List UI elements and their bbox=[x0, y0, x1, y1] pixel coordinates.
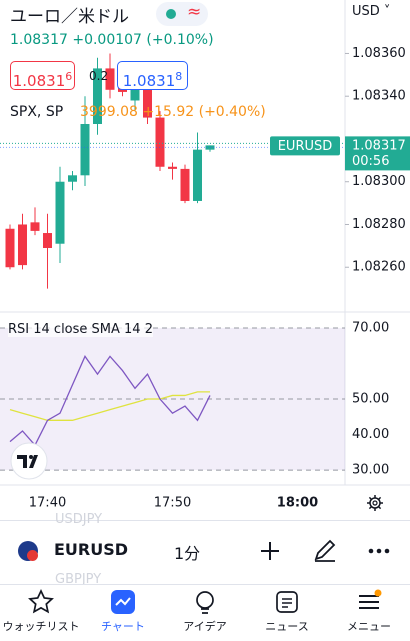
rsi-legend: RSI 14 close SMA 14 2 bbox=[8, 322, 153, 337]
chart: 1.08360 1.08340 1.08300 1.08280 1.08260 17:40… bbox=[0, 0, 410, 511]
y-tick-label: 40.00 bbox=[352, 427, 389, 442]
nav-label: チャート bbox=[101, 620, 145, 633]
add-icon[interactable] bbox=[259, 540, 281, 562]
tv-logo bbox=[10, 442, 48, 480]
candle-body bbox=[43, 233, 52, 248]
candle-body bbox=[155, 117, 165, 167]
spread: 0.2 bbox=[89, 69, 109, 83]
delay-icon: ≈ bbox=[187, 2, 202, 22]
symbol-tag bbox=[270, 136, 340, 156]
ask-pip: 8 bbox=[175, 70, 183, 83]
nav-news[interactable]: ニュース bbox=[246, 585, 328, 640]
candle-body bbox=[93, 68, 102, 124]
candle-body bbox=[5, 228, 15, 268]
y-tick-label: 70.00 bbox=[352, 320, 389, 335]
nav-label: アイデア bbox=[183, 620, 227, 633]
settings-icon[interactable] bbox=[367, 495, 383, 511]
candle-body bbox=[130, 87, 140, 101]
nav-menu[interactable]: メニュー bbox=[328, 585, 410, 640]
countdown: 00:56 bbox=[352, 154, 389, 169]
symbol-title[interactable]: ユーロ／米ドル bbox=[10, 7, 129, 27]
candle-body bbox=[80, 124, 90, 176]
price-pane bbox=[0, 53, 345, 289]
bid-pip: 6 bbox=[65, 70, 73, 83]
rsi-pane bbox=[0, 327, 345, 471]
candle-body bbox=[180, 168, 190, 201]
more-icon[interactable] bbox=[367, 545, 391, 557]
toolbar-symbol[interactable]: EURUSD bbox=[54, 540, 129, 559]
nav-label: ニュース bbox=[265, 620, 309, 633]
bid: 1.0831 bbox=[12, 72, 66, 90]
compare-quote: 3999.08 +15.92 (+0.40%) bbox=[80, 104, 266, 120]
y-tick-label: 1.08260 bbox=[352, 260, 406, 275]
next-symbol[interactable]: GBPJPY bbox=[55, 572, 102, 587]
y-tick-label: 30.00 bbox=[352, 463, 389, 478]
candle-body bbox=[30, 222, 40, 231]
x-tick-label: 17:50 bbox=[154, 496, 191, 511]
price-tag bbox=[345, 136, 410, 171]
nav-chart[interactable]: チャート bbox=[82, 585, 164, 640]
y-tick-label: 1.08340 bbox=[352, 89, 406, 104]
symbol-tag-label: EURUSD bbox=[278, 139, 333, 154]
toolbar bbox=[0, 520, 410, 585]
bid-box[interactable]: 1.08316 bbox=[10, 61, 75, 90]
last-quote: 1.08317 +0.00107 (+0.10%) bbox=[10, 32, 214, 48]
candle-body bbox=[18, 224, 27, 266]
flag-icon bbox=[18, 541, 38, 561]
interval[interactable]: 1分 bbox=[174, 544, 201, 563]
candle-body bbox=[193, 149, 202, 201]
currency[interactable]: USD ˅ bbox=[352, 4, 391, 19]
ask-box[interactable]: 1.08318 bbox=[117, 61, 188, 90]
x-tick-label: 18:00 bbox=[277, 496, 318, 511]
rsi-sma-line bbox=[9, 391, 210, 421]
y-tick-label: 50.00 bbox=[352, 392, 389, 407]
candle-body bbox=[55, 181, 65, 244]
prev-symbol[interactable]: USDJPY bbox=[55, 512, 103, 527]
compare-name: SPX, SP bbox=[10, 104, 64, 120]
axes: 1.08360 1.08340 1.08300 1.08280 1.08260 17:40… bbox=[29, 46, 410, 511]
nav-label: ウォッチリスト bbox=[2, 620, 80, 633]
draw-icon[interactable] bbox=[312, 537, 338, 563]
price-tag-label: 1.08317 bbox=[352, 138, 406, 153]
rsi-line bbox=[9, 355, 211, 447]
nav-watchlist[interactable]: ウォッチリスト bbox=[0, 585, 82, 640]
market-open-dot bbox=[166, 9, 176, 19]
y-tick-label: 1.08280 bbox=[352, 217, 406, 232]
y-tick-label: 1.08360 bbox=[352, 46, 406, 61]
nav-ideas[interactable]: アイデア bbox=[164, 585, 246, 640]
x-tick-label: 17:40 bbox=[29, 496, 66, 511]
nav-label: メニュー bbox=[347, 620, 391, 633]
currency-label: USD bbox=[352, 4, 380, 19]
candle-body bbox=[68, 175, 77, 182]
y-tick-label: 1.08300 bbox=[352, 174, 406, 189]
candle-body bbox=[143, 87, 152, 118]
status-pill[interactable]: ≈ bbox=[156, 2, 208, 26]
candle-body bbox=[105, 68, 115, 90]
ask: 1.0831 bbox=[122, 72, 176, 90]
candle-body bbox=[168, 166, 177, 169]
